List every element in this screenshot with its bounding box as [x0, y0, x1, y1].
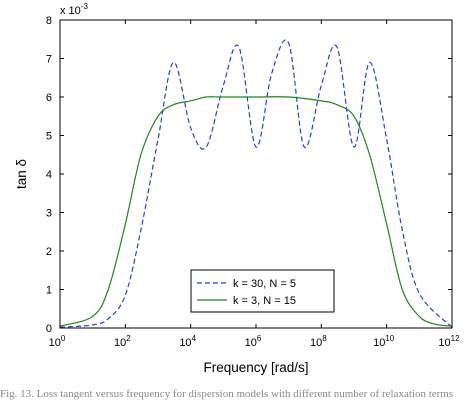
figure-caption: Fig. 13. Loss tangent versus frequency f… — [0, 389, 454, 400]
x-tick-label: 100 — [49, 334, 66, 349]
y-multiplier-exponent: -3 — [81, 2, 89, 11]
series-layer — [59, 39, 453, 328]
x-tick-label: 108 — [310, 334, 327, 349]
y-tick-label: 1 — [46, 285, 52, 297]
legend: k = 30, N = 5 k = 3, N = 15 — [190, 269, 335, 313]
x-tick-label: 104 — [179, 334, 196, 349]
x-tick-label: 102 — [114, 334, 131, 349]
legend-label-1: k = 30, N = 5 — [233, 278, 296, 290]
x-axis-label: Frequency [rad/s] — [203, 360, 308, 375]
y-tick-label: 8 — [46, 15, 52, 27]
y-tick-label: 0 — [46, 323, 52, 335]
y-multiplier-label: x 10-3 — [60, 2, 88, 17]
series-line-2 — [59, 96, 453, 327]
legend-label-2: k = 3, N = 15 — [233, 295, 296, 307]
y-tick-label: 3 — [46, 208, 52, 220]
series-line-1 — [59, 39, 453, 328]
y-tick-label: 6 — [46, 92, 52, 104]
y-multiplier-base: x 10 — [60, 5, 81, 17]
y-tick-label: 2 — [46, 246, 52, 258]
x-tick-label: 1010 — [373, 334, 395, 349]
x-tick-label: 1012 — [438, 334, 460, 349]
x-tick-label: 106 — [245, 334, 262, 349]
y-tick-label: 5 — [46, 131, 52, 143]
legend-box — [190, 269, 335, 313]
plot-area: 100 102 104 106 108 1010 1012 0 1 2 3 4 5 6 7 8 — [46, 15, 460, 349]
y-axis-label: tan δ — [14, 159, 29, 189]
y-tick-label: 4 — [46, 169, 52, 181]
y-tick-label: 7 — [46, 54, 52, 66]
ticks-layer: 100 102 104 106 108 1010 1012 0 1 2 3 4 5 6 7 8 — [46, 15, 460, 349]
